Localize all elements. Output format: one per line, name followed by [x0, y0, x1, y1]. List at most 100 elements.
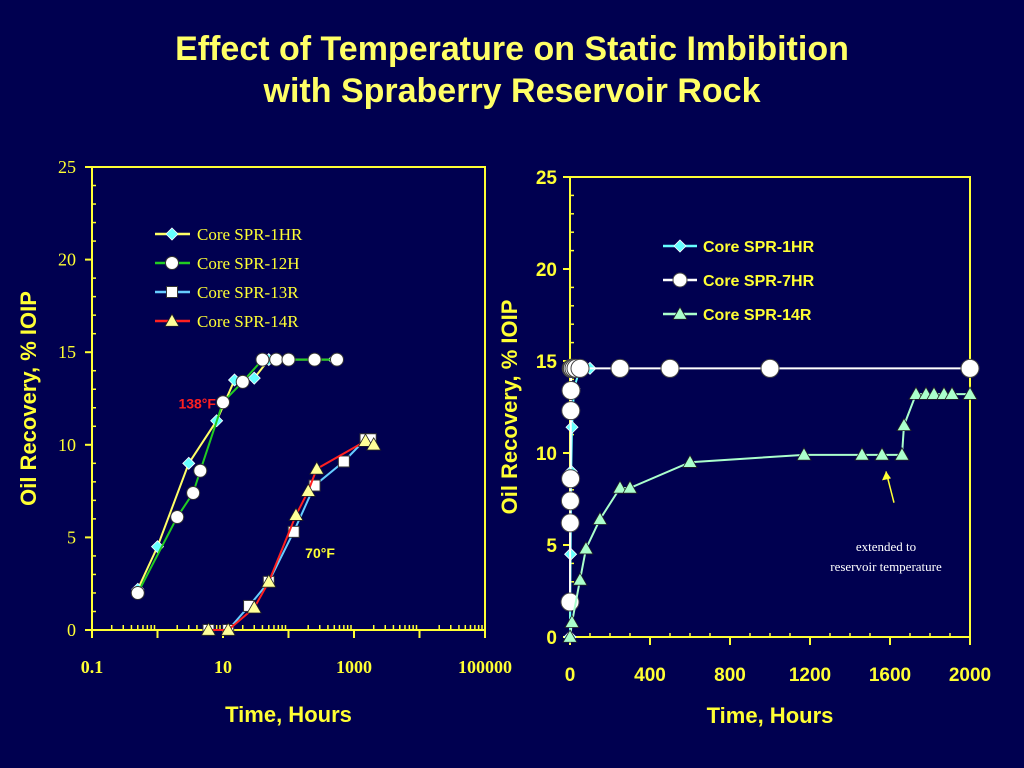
- right-legend-label: Core SPR-1HR: [703, 239, 815, 256]
- left-y-tick-label: 0: [67, 620, 76, 640]
- left-x-tick-label: 10: [214, 657, 232, 677]
- left-x-tick-label: 100000: [458, 657, 512, 677]
- left-data-point: [329, 352, 344, 367]
- left-data-point: [186, 485, 201, 500]
- right-data-point: [796, 447, 812, 461]
- left-legend-label: Core SPR-12H: [197, 254, 299, 273]
- title-line-2: with Spraberry Reservoir Rock: [263, 72, 761, 110]
- left-data-point: [366, 436, 382, 451]
- left-data-point: [130, 585, 145, 600]
- left-y-tick-label: 10: [58, 435, 76, 455]
- left-x-tick-label: 0.1: [81, 657, 104, 677]
- right-data-point: [561, 380, 581, 400]
- left-data-point: [247, 371, 261, 385]
- left-data-point: [170, 510, 185, 525]
- left-data-point: [281, 352, 296, 367]
- right-y-tick-label: 5: [546, 536, 557, 557]
- right-data-point: [622, 480, 638, 494]
- left-y-axis-label: Oil Recovery, % IOIP: [16, 291, 41, 506]
- left-data-point: [200, 622, 217, 636]
- right-data-point: [962, 386, 978, 400]
- left-y-tick-label: 5: [67, 527, 76, 547]
- left-data-point: [269, 352, 284, 367]
- left-y-tick-label: 15: [58, 342, 76, 362]
- left-data-point: [216, 395, 230, 410]
- right-data-point: [570, 358, 590, 378]
- right-data-point: [926, 386, 942, 400]
- left-data-point: [193, 463, 208, 478]
- right-data-point: [896, 417, 912, 432]
- left-data-point: [357, 433, 374, 447]
- right-data-point: [760, 358, 780, 378]
- right-y-tick-label: 10: [536, 444, 557, 465]
- right-legend-marker: [672, 272, 688, 288]
- right-y-axis-label: Oil Recovery, % IOIP: [497, 300, 522, 515]
- left-data-point: [309, 461, 325, 475]
- right-data-point: [610, 358, 630, 378]
- left-annotation-138f: 138°F: [178, 396, 216, 412]
- left-legend-label: Core SPR-13R: [197, 283, 299, 302]
- left-data-point: [255, 352, 270, 367]
- right-data-point: [560, 513, 580, 533]
- right-data-point: [874, 447, 890, 461]
- right-data-point: [560, 491, 580, 511]
- right-legend-label: Core SPR-14R: [703, 307, 812, 324]
- left-data-point: [235, 374, 250, 389]
- right-x-axis-label: Time, Hours: [707, 703, 834, 728]
- right-annotation-text: extended to: [856, 539, 916, 554]
- left-legend-marker: [165, 256, 179, 270]
- right-x-tick-label: 2000: [949, 665, 991, 686]
- left-data-point: [261, 574, 277, 588]
- left-data-point: [220, 622, 236, 636]
- right-x-tick-label: 800: [714, 665, 746, 686]
- right-annotation-text: reservoir temperature: [830, 559, 942, 574]
- right-y-tick-label: 20: [536, 260, 557, 281]
- left-annotation-70f: 70°F: [305, 545, 335, 561]
- left-x-tick-label: 1000: [336, 657, 372, 677]
- left-data-point: [307, 352, 322, 367]
- right-data-point: [578, 540, 594, 555]
- right-data-point: [854, 447, 870, 461]
- right-data-point: [660, 358, 680, 378]
- left-legend-marker: [166, 286, 178, 298]
- right-x-tick-label: 0: [565, 665, 576, 686]
- title-line-1: Effect of Temperature on Static Imbibiti…: [175, 30, 849, 68]
- right-data-point: [592, 511, 608, 525]
- right-data-point: [612, 480, 628, 494]
- right-data-point: [682, 454, 698, 468]
- right-legend-marker: [673, 239, 687, 253]
- right-y-tick-label: 15: [536, 352, 558, 373]
- left-y-tick-label: 25: [58, 157, 76, 177]
- right-data-point: [944, 386, 960, 400]
- left-data-point: [182, 456, 196, 470]
- left-data-point: [300, 483, 316, 497]
- right-legend-marker: [672, 306, 688, 320]
- left-legend-marker: [164, 313, 180, 327]
- left-x-axis-label: Time, Hours: [225, 702, 352, 727]
- slide-title: Effect of Temperature on Static Imbibiti…: [0, 28, 1024, 112]
- right-data-point: [908, 386, 924, 400]
- right-x-tick-label: 400: [634, 665, 666, 686]
- right-data-point: [572, 572, 588, 586]
- right-annotation-arrowhead: [882, 471, 891, 481]
- right-x-tick-label: 1600: [869, 665, 911, 686]
- left-data-point: [337, 455, 350, 468]
- right-data-point: [562, 629, 578, 643]
- left-legend-marker: [165, 227, 179, 241]
- right-data-point: [561, 401, 581, 421]
- left-data-point: [288, 507, 304, 521]
- left-legend-label: Core SPR-14R: [197, 312, 299, 331]
- left-data-point: [246, 599, 262, 614]
- right-data-point: [564, 614, 580, 628]
- right-data-point: [561, 469, 581, 489]
- right-data-point: [565, 420, 579, 434]
- right-legend-label: Core SPR-7HR: [703, 273, 815, 290]
- right-data-point: [960, 358, 980, 378]
- left-legend-label: Core SPR-1HR: [197, 225, 303, 244]
- right-data-point: [894, 447, 910, 461]
- right-y-tick-label: 0: [546, 628, 557, 649]
- right-y-tick-label: 25: [536, 168, 558, 189]
- right-x-tick-label: 1200: [789, 665, 831, 686]
